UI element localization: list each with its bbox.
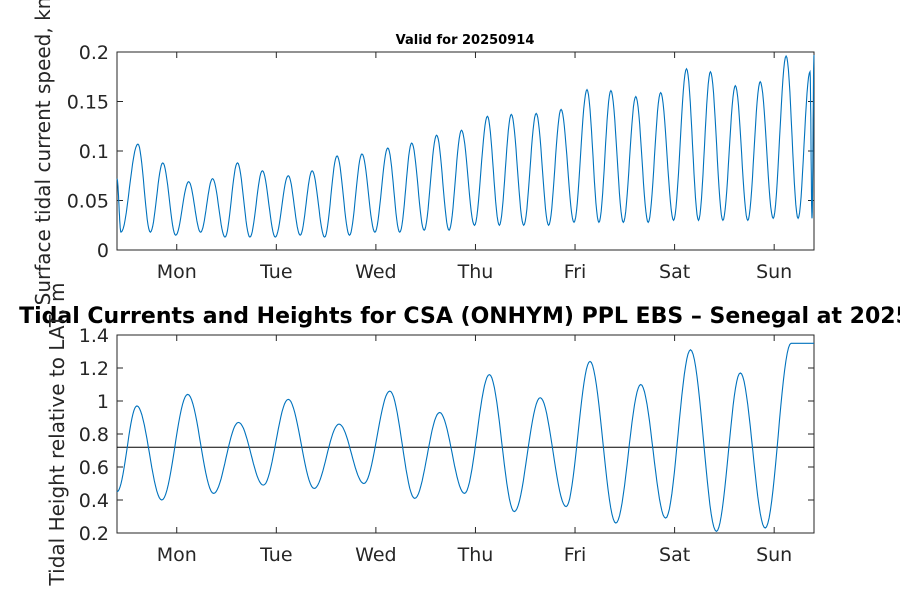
tidal-height-ytick-label: 0.2 — [79, 523, 109, 545]
tidal-height-ytick-label: 1.4 — [79, 325, 109, 347]
current-speed-xtick-label: Sun — [756, 261, 792, 283]
tidal-height-series-line — [116, 342, 814, 533]
tidal-height-xtick-label: Tue — [259, 544, 292, 566]
tidal-height-xtick-label: Thu — [457, 544, 494, 566]
current-speed-ytick-label: 0.1 — [79, 141, 109, 163]
tidal-height-xtick-label: Sun — [756, 544, 792, 566]
current-speed-xtick-label: Mon — [157, 261, 197, 283]
tidal-height-ytick-label: 0.4 — [79, 490, 109, 512]
current-speed-xtick-label: Sat — [659, 261, 690, 283]
figure-suptitle: Tidal Currents and Heights for CSA (ONHY… — [19, 304, 900, 329]
tidal-height-ytick-label: 0.8 — [79, 424, 109, 446]
current-speed-y-axis-label: Surface tidal current speed, kn — [31, 0, 55, 305]
current-speed-ytick-label: 0.05 — [67, 191, 109, 213]
tidal-height-xtick-label: Sat — [659, 544, 690, 566]
current-speed-ytick-label: 0.2 — [79, 42, 109, 64]
tidal-height-xtick-label: Mon — [157, 544, 197, 566]
current-speed-xtick-label: Thu — [457, 261, 494, 283]
tidal-height-ytick-label: 1.2 — [79, 358, 109, 380]
tidal-height-marks: 0.2 0.4 0.6 0.8 1 1.2 1.4 Mon Tue Wed Thu Fri Sat Sun — [79, 325, 814, 566]
current-speed-xtick-label: Fri — [564, 261, 587, 283]
current-speed-axes: 0 0.05 0.1 0.15 0.2 Mon Tue Wed Thu Fri Sat Sun Val… — [31, 0, 815, 305]
tidal-height-xtick-label: Fri — [564, 544, 587, 566]
current-speed-series-line — [116, 54, 815, 238]
tidal-height-ytick-label: 1 — [97, 391, 109, 413]
tidal-height-y-axis-label: Tidal Height relative to LAT, m — [45, 283, 69, 587]
current-speed-xtick-label: Tue — [259, 261, 292, 283]
tidal-height-ytick-label: 0.6 — [79, 457, 109, 479]
current-speed-ytick-label: 0 — [97, 240, 109, 262]
tidal-height-xtick-label: Wed — [355, 544, 396, 566]
current-speed-ytick-label: 0.15 — [67, 92, 109, 114]
current-speed-xtick-label: Wed — [355, 261, 396, 283]
current-speed-marks: 0 0.05 0.1 0.15 0.2 Mon Tue Wed Thu Fri Sat Sun — [67, 42, 815, 283]
tidal-height-axes: 0.2 0.4 0.6 0.8 1 1.2 1.4 Mon Tue Wed Thu Fri Sat Sun… — [45, 283, 815, 587]
current-speed-title: Valid for 20250914 — [396, 33, 535, 48]
